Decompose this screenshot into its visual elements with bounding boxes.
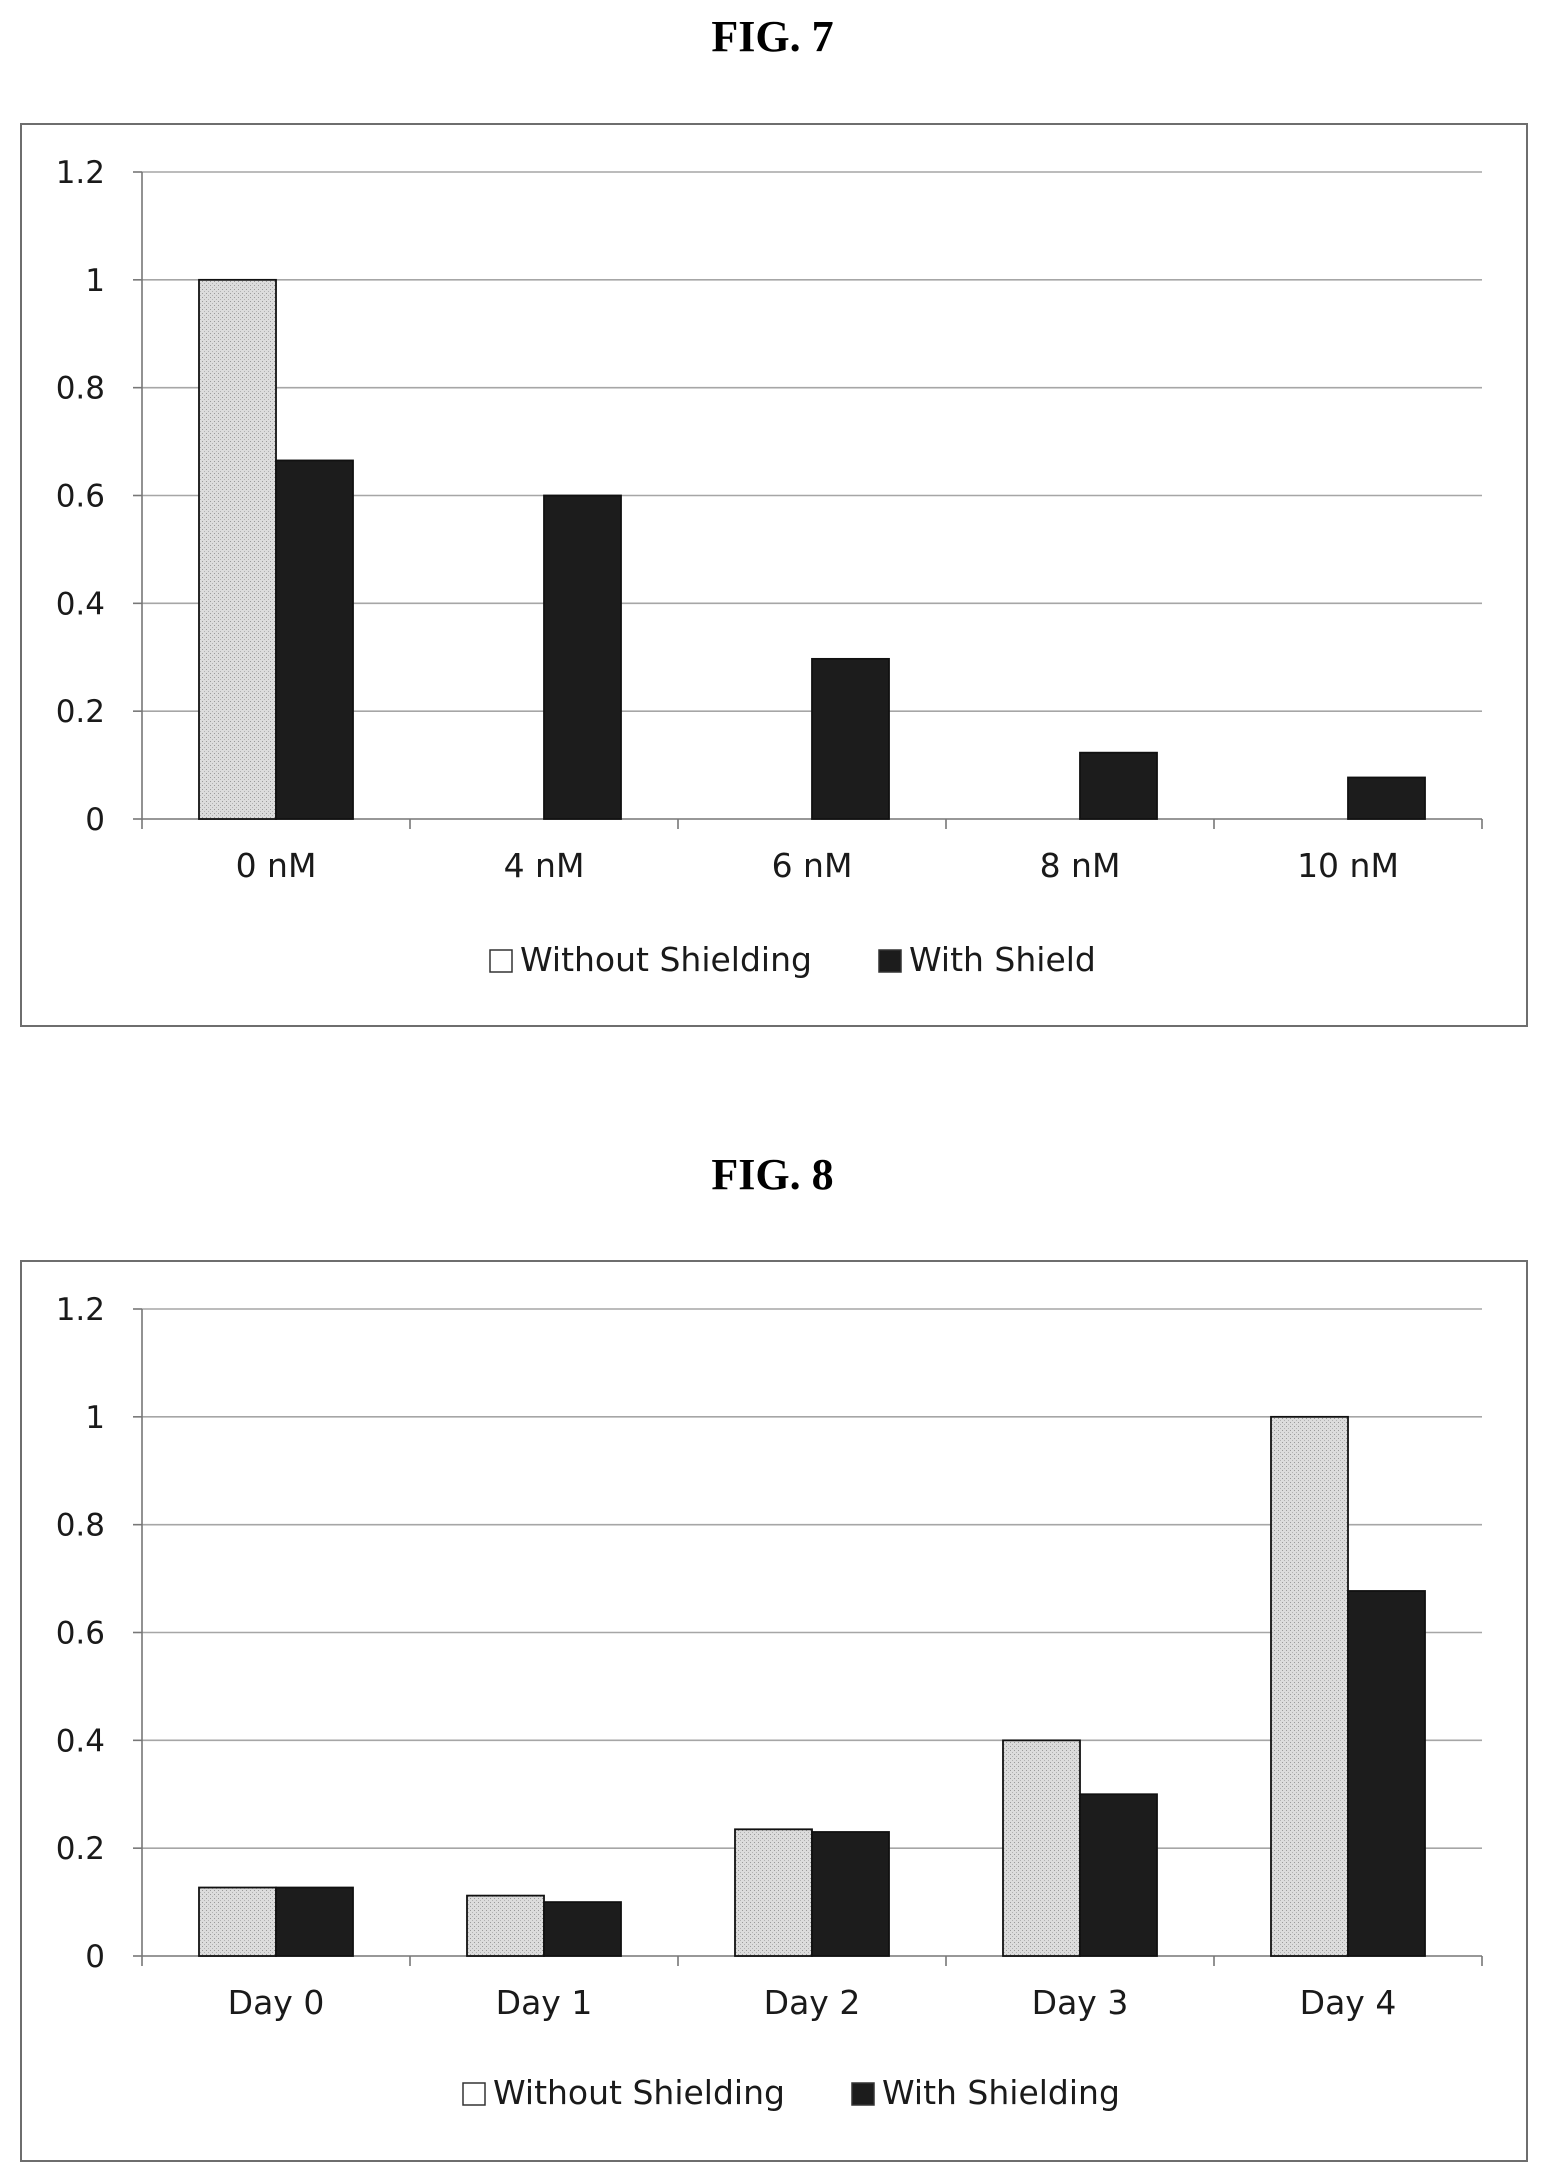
- y-tick-label: 0.6: [56, 1616, 105, 1652]
- x-tick-label: Day 1: [496, 1983, 593, 2022]
- y-tick-label: 0.4: [56, 1723, 105, 1759]
- y-tick-label: 0.8: [56, 371, 105, 407]
- y-tick-label: 0.2: [56, 1831, 105, 1867]
- x-tick-label: 6 nM: [772, 846, 853, 885]
- y-tick-label: 0.4: [56, 586, 105, 622]
- figure-7-chart-frame: 0 0.2 0.4 0.6 0.8 1 1.2 0 nM 4 nM 6 nM 8 nM 10 nM Wi…: [20, 123, 1528, 1027]
- y-tick-label: 1: [85, 1400, 105, 1436]
- y-tick-label: 1: [85, 263, 105, 299]
- x-tick-label: 0 nM: [236, 846, 317, 885]
- y-tick-label: 0.8: [56, 1508, 105, 1544]
- bar-with-shielding: [543, 494, 622, 820]
- legend-label: With Shielding: [882, 2073, 1120, 2112]
- bar-with-shielding: [1347, 776, 1426, 820]
- x-tick-label: 8 nM: [1040, 846, 1121, 885]
- legend-swatch-with-shielding: [878, 949, 902, 973]
- legend-swatch-without-shielding: [462, 2082, 486, 2106]
- x-tick-label: Day 0: [228, 1983, 325, 2022]
- figure-8-bar-chart: 0 0.2 0.4 0.6 0.8 1 1.2 Day 0 Day 1 Day 2 Day 3 Day…: [56, 1292, 1483, 2112]
- x-tick-label: Day 3: [1032, 1983, 1129, 2022]
- bar-without-shielding: [1270, 1415, 1349, 1957]
- legend-swatch-without-shielding: [489, 949, 513, 973]
- x-tick-label: 4 nM: [504, 846, 585, 885]
- bar-without-shielding: [734, 1828, 813, 1957]
- bar-without-shielding: [1002, 1739, 1081, 1957]
- legend-label: With Shield: [909, 940, 1096, 979]
- figure-8-chart-frame: 0 0.2 0.4 0.6 0.8 1 1.2 Day 0 Day 1 Day 2 Day 3 Day…: [20, 1260, 1528, 2162]
- bar-with-shielding: [811, 1831, 890, 1957]
- x-tick-label: Day 4: [1300, 1983, 1397, 2022]
- x-tick-label: Day 2: [764, 1983, 861, 2022]
- bar-with-shielding: [543, 1901, 622, 1957]
- bar-with-shielding: [1079, 751, 1158, 820]
- x-tick-label: 10 nM: [1297, 846, 1399, 885]
- bar-with-shielding: [1347, 1590, 1426, 1957]
- figure-7-bar-chart: 0 0.2 0.4 0.6 0.8 1 1.2 0 nM 4 nM 6 nM 8 nM 10 nM Wi…: [56, 155, 1483, 979]
- figure-8-title: FIG. 8: [711, 1150, 834, 1199]
- figure-7-title: FIG. 7: [711, 12, 834, 61]
- bar-with-shielding: [1079, 1793, 1158, 1957]
- y-tick-label: 0: [85, 1939, 105, 1975]
- legend-label: Without Shielding: [493, 2073, 785, 2112]
- y-tick-label: 1.2: [56, 155, 105, 191]
- bar-without-shielding: [466, 1894, 545, 1957]
- bar-with-shielding: [275, 1886, 354, 1957]
- y-tick-label: 1.2: [56, 1292, 105, 1328]
- y-tick-label: 0.6: [56, 479, 105, 515]
- y-tick-label: 0: [85, 802, 105, 838]
- legend-label: Without Shielding: [520, 940, 812, 979]
- bar-without-shielding: [198, 278, 277, 820]
- bar-with-shielding: [811, 657, 890, 820]
- y-tick-label: 0.2: [56, 694, 105, 730]
- bar-without-shielding: [198, 1886, 277, 1957]
- bar-with-shielding: [275, 459, 354, 820]
- legend-swatch-with-shielding: [851, 2082, 875, 2106]
